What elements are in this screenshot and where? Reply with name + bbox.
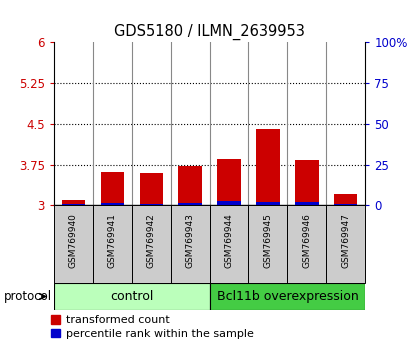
- Text: GSM769940: GSM769940: [69, 213, 78, 268]
- Bar: [210, 205, 249, 283]
- Bar: [178, 166, 202, 205]
- Text: GSM769946: GSM769946: [303, 213, 311, 268]
- Bar: [295, 202, 319, 205]
- Text: protocol: protocol: [4, 290, 52, 303]
- Text: GSM769945: GSM769945: [264, 213, 272, 268]
- Bar: [326, 205, 365, 283]
- Bar: [101, 202, 124, 205]
- Bar: [54, 283, 210, 310]
- Bar: [139, 204, 163, 205]
- Text: control: control: [110, 290, 154, 303]
- Legend: transformed count, percentile rank within the sample: transformed count, percentile rank withi…: [51, 315, 254, 339]
- Text: GSM769941: GSM769941: [108, 213, 117, 268]
- Bar: [132, 205, 171, 283]
- Bar: [256, 129, 280, 205]
- Bar: [334, 194, 357, 205]
- Bar: [62, 200, 85, 205]
- Bar: [101, 172, 124, 205]
- Text: GSM769942: GSM769942: [147, 213, 156, 268]
- Text: GSM769943: GSM769943: [186, 213, 195, 268]
- Bar: [171, 205, 210, 283]
- Text: Bcl11b overexpression: Bcl11b overexpression: [217, 290, 358, 303]
- Bar: [334, 204, 357, 205]
- Bar: [217, 201, 241, 205]
- Bar: [217, 159, 241, 205]
- Bar: [287, 205, 326, 283]
- Bar: [54, 205, 93, 283]
- Bar: [178, 203, 202, 205]
- Bar: [62, 204, 85, 205]
- Bar: [295, 160, 319, 205]
- Bar: [210, 283, 365, 310]
- Bar: [249, 205, 287, 283]
- Text: GSM769947: GSM769947: [341, 213, 350, 268]
- Bar: [93, 205, 132, 283]
- Bar: [139, 173, 163, 205]
- Title: GDS5180 / ILMN_2639953: GDS5180 / ILMN_2639953: [114, 23, 305, 40]
- Bar: [256, 201, 280, 205]
- Text: GSM769944: GSM769944: [225, 213, 234, 268]
